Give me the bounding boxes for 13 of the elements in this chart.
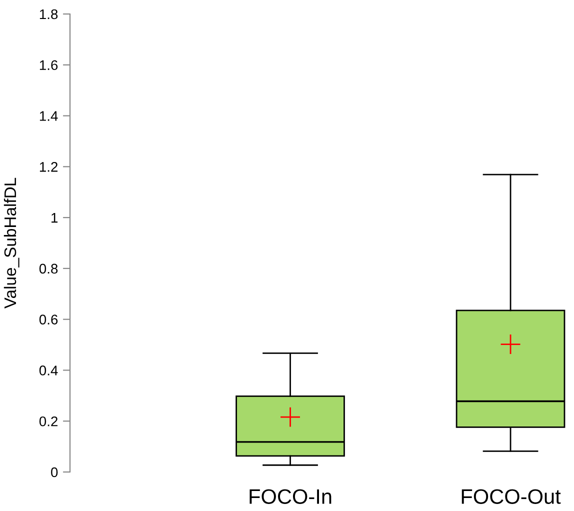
- y-tick-label: 0.8: [39, 264, 58, 274]
- y-tick-label: 0.6: [39, 314, 58, 325]
- y-tick-label: 0.2: [39, 416, 58, 426]
- x-tick-label: FOCO-In: [250, 489, 332, 504]
- y-tick-label: 1.8: [40, 9, 58, 20]
- y-tick-label: 1.6: [40, 60, 58, 70]
- y-tick-label: 0.4: [39, 366, 58, 376]
- y-tick-label: 1.2: [40, 162, 58, 172]
- y-tick-label: 1: [52, 213, 58, 223]
- y-tick-label: 1.4: [40, 111, 58, 121]
- x-tick-label: FOCO-Out: [462, 489, 561, 504]
- y-tick-label: 0: [51, 467, 58, 478]
- y-axis-title: Value_SubHalfDL: [4, 178, 20, 309]
